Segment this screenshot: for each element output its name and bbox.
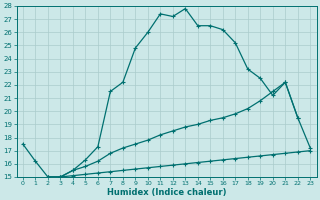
- X-axis label: Humidex (Indice chaleur): Humidex (Indice chaleur): [107, 188, 226, 197]
